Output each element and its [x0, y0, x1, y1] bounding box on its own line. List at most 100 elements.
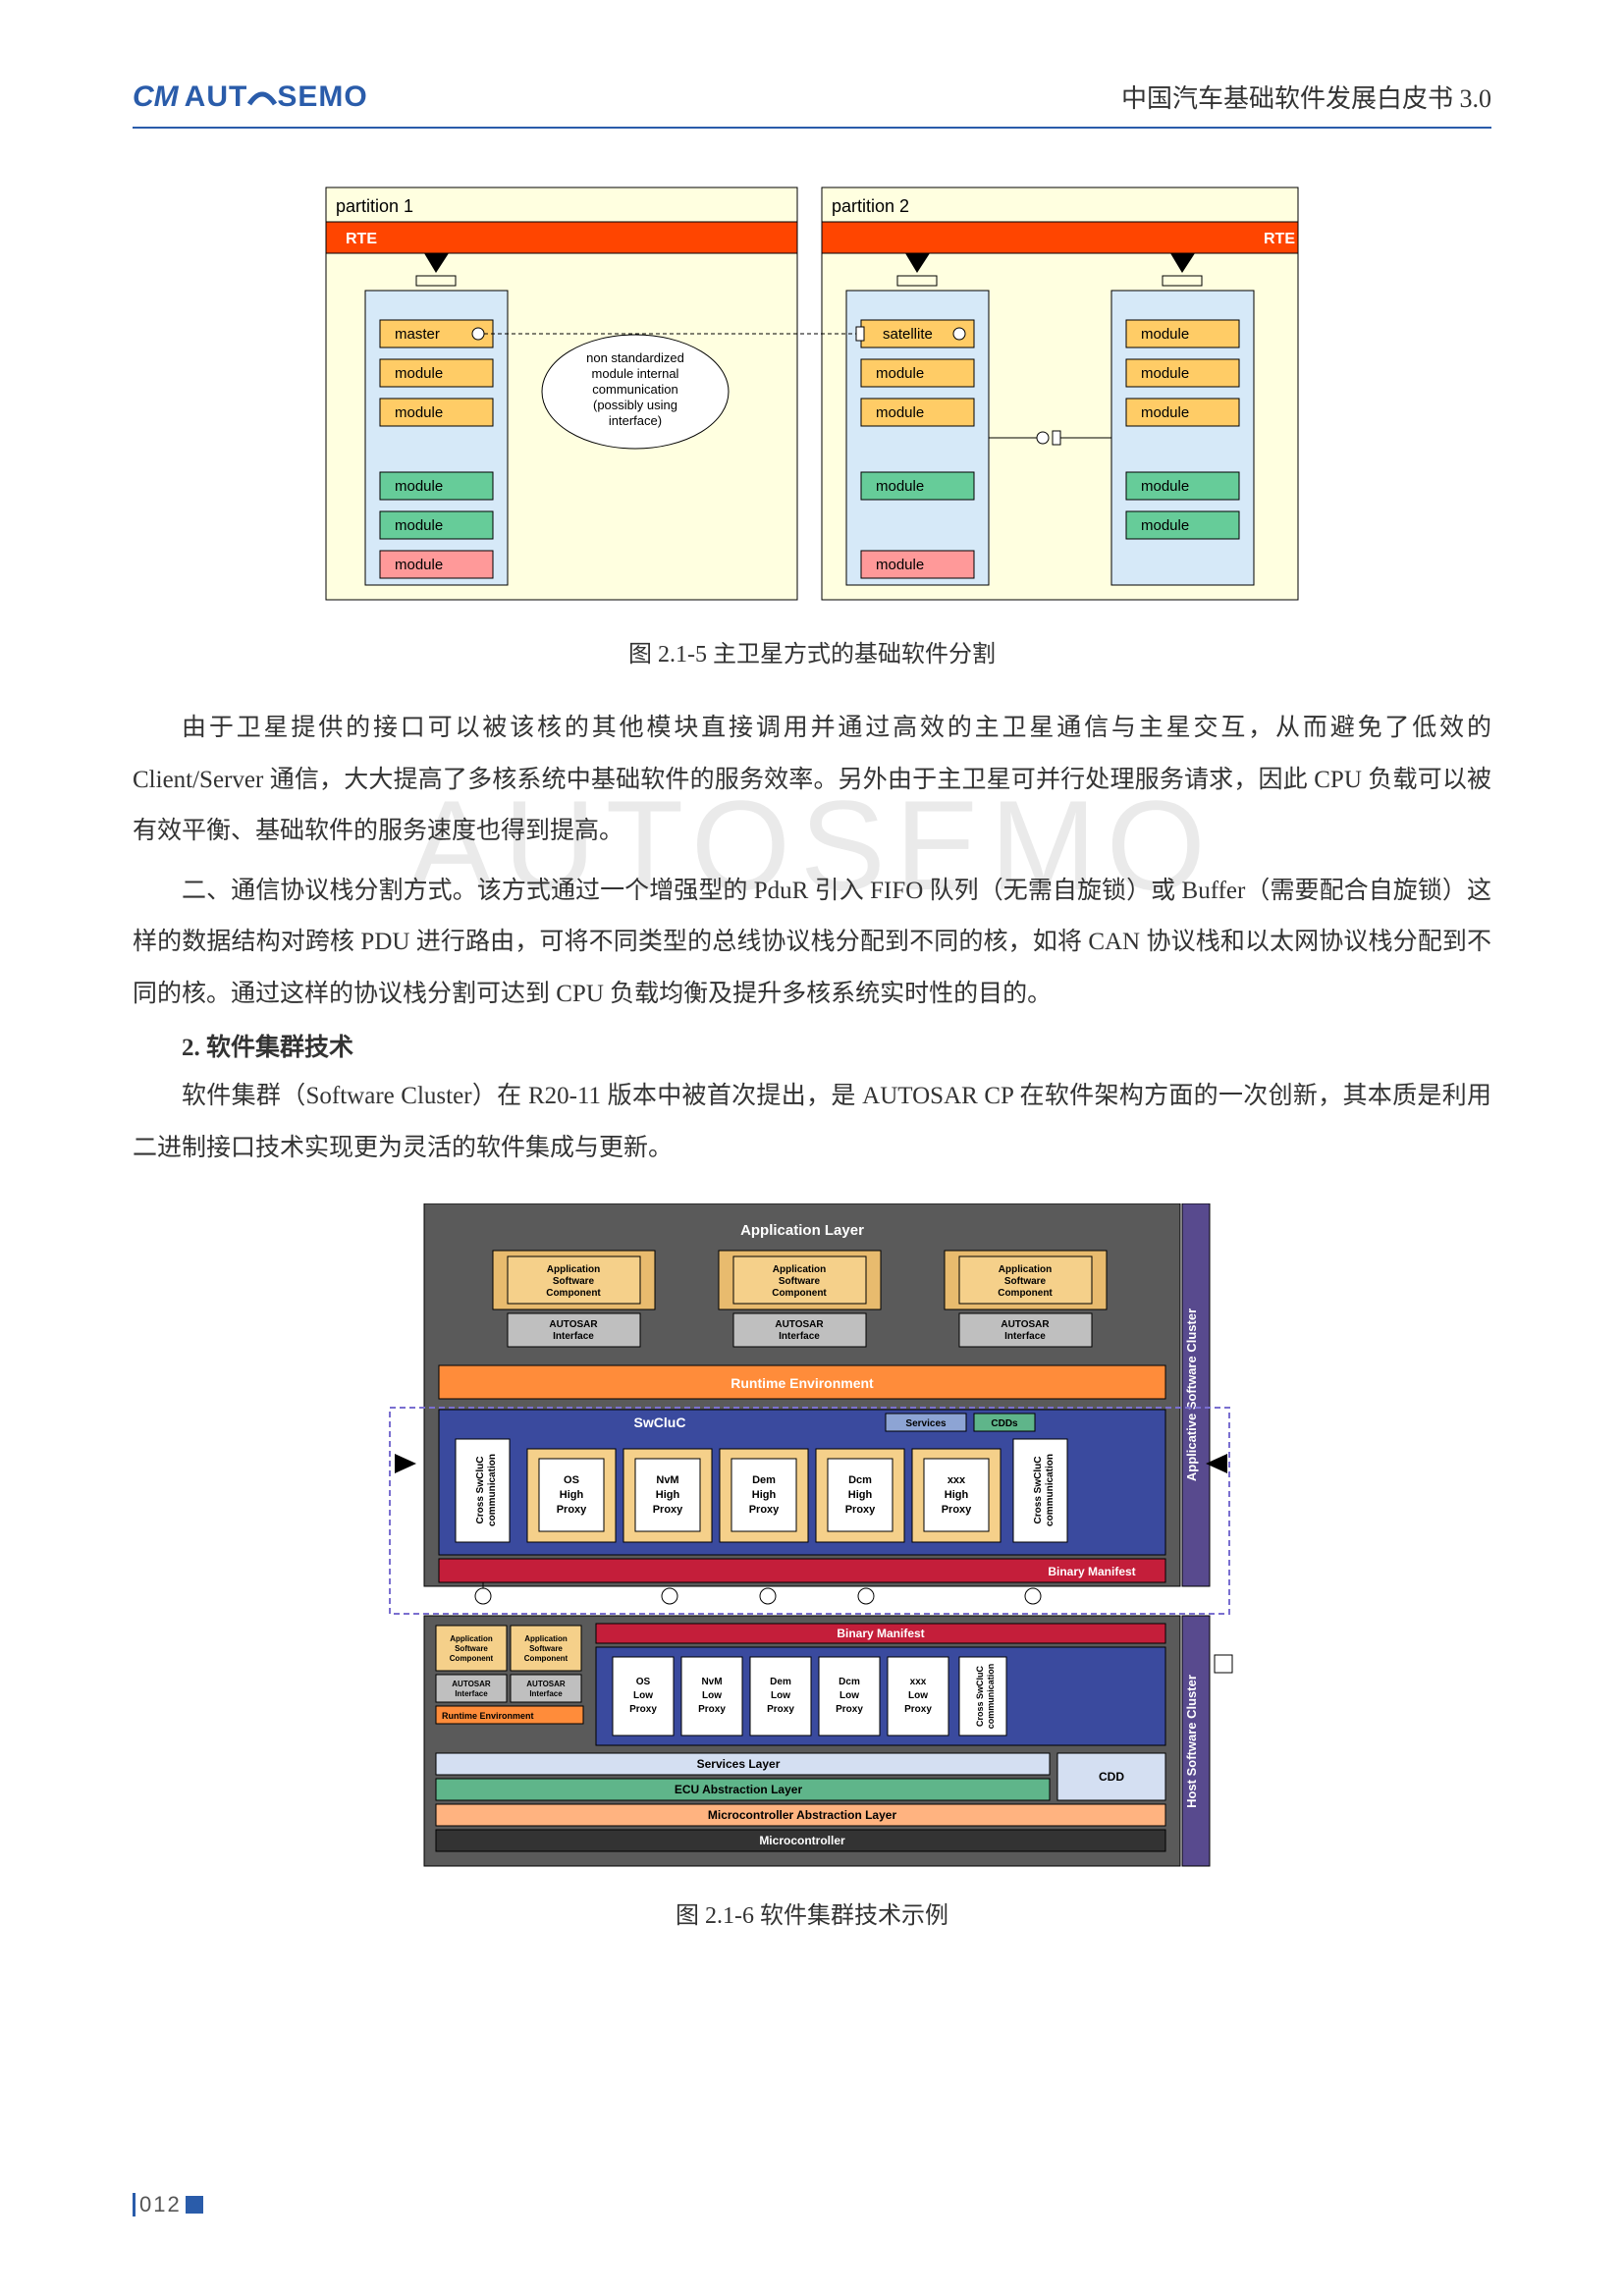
- svg-text:OS: OS: [636, 1677, 651, 1687]
- svg-text:communication: communication: [592, 382, 677, 397]
- svg-text:module: module: [1141, 404, 1189, 421]
- svg-text:Microcontroller Abstraction La: Microcontroller Abstraction Layer: [708, 1808, 897, 1822]
- svg-text:satellite: satellite: [883, 326, 933, 343]
- svg-text:module: module: [1141, 326, 1189, 343]
- svg-text:CDD: CDD: [1099, 1770, 1124, 1784]
- svg-text:Dcm: Dcm: [848, 1474, 872, 1486]
- svg-text:Microcontroller: Microcontroller: [759, 1834, 845, 1847]
- svg-text:module: module: [395, 404, 443, 421]
- svg-text:module: module: [395, 365, 443, 382]
- svg-text:module: module: [395, 478, 443, 495]
- svg-text:Interface: Interface: [553, 1331, 594, 1342]
- svg-text:Application: Application: [524, 1634, 568, 1643]
- svg-text:Interface: Interface: [529, 1689, 563, 1698]
- svg-text:module: module: [876, 478, 924, 495]
- rte-label-2: RTE: [1264, 231, 1295, 247]
- page-footer: 012: [133, 2192, 203, 2217]
- svg-text:Proxy: Proxy: [904, 1704, 932, 1715]
- svg-text:AUTOSAR: AUTOSAR: [775, 1319, 824, 1330]
- svg-text:xxx: xxx: [947, 1474, 966, 1486]
- svg-text:Binary Manifest: Binary Manifest: [1048, 1565, 1135, 1578]
- svg-text:module: module: [876, 404, 924, 421]
- svg-text:Proxy: Proxy: [629, 1704, 657, 1715]
- section-2-heading: 2. 软件集群技术: [133, 1028, 1491, 1063]
- svg-text:AUTOSAR: AUTOSAR: [526, 1680, 566, 1688]
- figure-2-1-6-caption: 图 2.1-6 软件集群技术示例: [133, 1896, 1491, 1930]
- svg-text:CDDs: CDDs: [991, 1418, 1018, 1429]
- svg-text:ECU Abstraction Layer: ECU Abstraction Layer: [675, 1783, 803, 1796]
- svg-text:Interface: Interface: [455, 1689, 488, 1698]
- svg-text:Proxy: Proxy: [942, 1504, 972, 1516]
- svg-text:Low: Low: [702, 1690, 722, 1701]
- paragraph-1: 由于卫星提供的接口可以被该核的其他模块直接调用并通过高效的主卫星通信与主星交互，…: [133, 703, 1491, 858]
- svg-text:High: High: [560, 1489, 584, 1501]
- svg-text:Application: Application: [547, 1264, 600, 1275]
- svg-text:AUTOSAR: AUTOSAR: [549, 1319, 598, 1330]
- figure-2-1-6: Applicative Software Cluster Application…: [133, 1203, 1491, 1871]
- logo: CM AUTSEMO: [133, 80, 368, 114]
- svg-text:Low: Low: [633, 1690, 653, 1701]
- svg-text:AUTOSAR: AUTOSAR: [1001, 1319, 1050, 1330]
- svg-text:High: High: [945, 1489, 969, 1501]
- svg-text:Software: Software: [529, 1644, 563, 1653]
- svg-text:Component: Component: [524, 1654, 568, 1663]
- svg-text:module: module: [1141, 517, 1189, 534]
- svg-text:Component: Component: [772, 1288, 827, 1299]
- svg-text:Dem: Dem: [752, 1474, 776, 1486]
- svg-text:Proxy: Proxy: [653, 1504, 683, 1516]
- svg-text:Host Software Cluster: Host Software Cluster: [1184, 1675, 1199, 1808]
- svg-text:Software: Software: [553, 1276, 595, 1287]
- svg-text:communication: communication: [1045, 1454, 1056, 1526]
- svg-text:Proxy: Proxy: [836, 1704, 863, 1715]
- svg-text:module internal: module internal: [592, 366, 679, 381]
- svg-text:Proxy: Proxy: [557, 1504, 587, 1516]
- svg-text:xxx: xxx: [910, 1677, 927, 1687]
- svg-text:Services Layer: Services Layer: [697, 1757, 781, 1771]
- logo-autosemo: AUTSEMO: [185, 80, 368, 114]
- svg-text:Proxy: Proxy: [698, 1704, 726, 1715]
- svg-text:Low: Low: [771, 1690, 790, 1701]
- svg-text:NvM: NvM: [656, 1474, 678, 1486]
- footer-bar-icon: [133, 2193, 135, 2216]
- svg-text:non standardized: non standardized: [586, 350, 684, 365]
- document-title: 中国汽车基础软件发展白皮书 3.0: [1121, 79, 1491, 115]
- svg-text:Services: Services: [905, 1418, 947, 1429]
- svg-text:module: module: [876, 365, 924, 382]
- svg-text:Interface: Interface: [1004, 1331, 1046, 1342]
- svg-text:Runtime Environment: Runtime Environment: [442, 1711, 534, 1721]
- paragraph-2: 二、通信协议栈分割方式。该方式通过一个增强型的 PduR 引入 FIFO 队列（…: [133, 866, 1491, 1021]
- svg-text:Dem: Dem: [770, 1677, 791, 1687]
- svg-text:Application: Application: [450, 1634, 493, 1643]
- svg-text:Low: Low: [908, 1690, 928, 1701]
- svg-text:Application: Application: [773, 1264, 826, 1275]
- rte-label: RTE: [346, 231, 377, 247]
- footer-square-icon: [186, 2196, 203, 2214]
- svg-text:SwCluC: SwCluC: [634, 1415, 686, 1430]
- page-number: 012: [139, 2192, 182, 2217]
- svg-text:Applicative Software Cluster: Applicative Software Cluster: [1184, 1308, 1199, 1481]
- svg-text:module: module: [876, 557, 924, 573]
- svg-text:Dcm: Dcm: [839, 1677, 860, 1687]
- svg-text:OS: OS: [564, 1474, 579, 1486]
- svg-text:High: High: [848, 1489, 873, 1501]
- logo-cm: CM: [133, 80, 179, 114]
- svg-text:module: module: [395, 557, 443, 573]
- svg-text:Proxy: Proxy: [767, 1704, 794, 1715]
- svg-text:Binary Manifest: Binary Manifest: [837, 1627, 924, 1640]
- svg-text:Software: Software: [1004, 1276, 1047, 1287]
- svg-text:High: High: [656, 1489, 680, 1501]
- svg-text:master: master: [395, 326, 440, 343]
- figure-2-1-5-caption: 图 2.1-5 主卫星方式的基础软件分割: [133, 634, 1491, 668]
- svg-text:NvM: NvM: [701, 1677, 722, 1687]
- svg-text:interface): interface): [609, 413, 662, 428]
- figure-2-1-5: partition 1 RTE partition 2 RTE master m…: [133, 178, 1491, 610]
- svg-text:module: module: [1141, 365, 1189, 382]
- svg-text:Software: Software: [779, 1276, 821, 1287]
- partition-2-label: partition 2: [832, 196, 909, 216]
- svg-text:Interface: Interface: [779, 1331, 820, 1342]
- svg-text:High: High: [752, 1489, 777, 1501]
- svg-text:Cross SwCluC: Cross SwCluC: [475, 1457, 486, 1524]
- svg-text:Proxy: Proxy: [749, 1504, 780, 1516]
- svg-text:Low: Low: [839, 1690, 859, 1701]
- svg-text:communication: communication: [986, 1664, 996, 1730]
